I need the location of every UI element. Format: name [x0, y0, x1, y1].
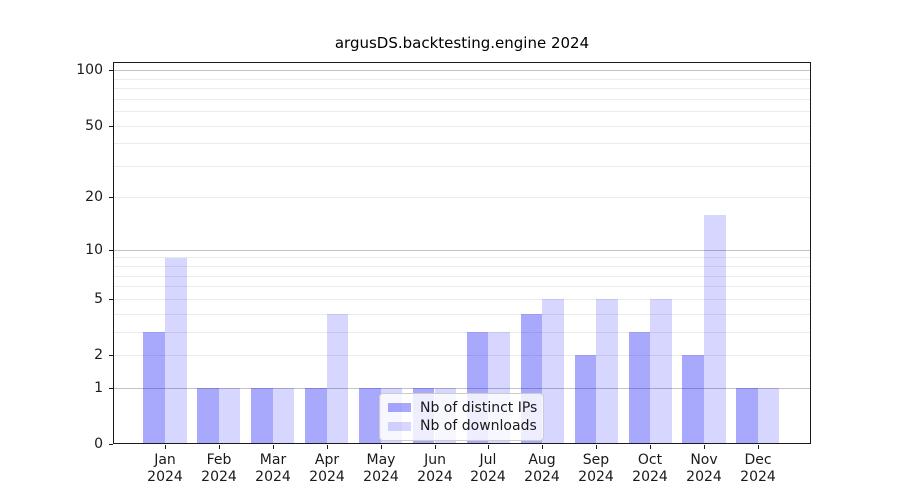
- y-tick-label-5: 5: [94, 291, 103, 307]
- gridline-minor-90: [114, 79, 810, 80]
- bar-distinct-ips-may: [359, 387, 381, 444]
- gridline-minor-20: [114, 197, 810, 198]
- x-tick-feb: [219, 445, 220, 449]
- x-tick-jun: [435, 445, 436, 449]
- gridline-minor-5: [114, 299, 810, 300]
- legend-swatch-distinct-ips: [388, 403, 411, 413]
- gridline-minor-30: [114, 166, 810, 167]
- legend-item-downloads: Nb of downloads: [388, 418, 537, 435]
- x-tick-label-may: May 2024: [363, 452, 399, 485]
- x-tick-label-dec: Dec 2024: [740, 452, 776, 485]
- x-tick-nov: [704, 445, 705, 449]
- y-tick-1: [109, 388, 113, 389]
- bar-downloads-nov: [704, 214, 726, 444]
- y-tick-label-2: 2: [94, 347, 103, 363]
- bar-downloads-jan: [165, 257, 187, 444]
- x-tick-apr: [327, 445, 328, 449]
- bar-downloads-mar: [272, 387, 295, 444]
- gridline-major-1: [114, 388, 810, 389]
- bar-downloads-sep: [596, 298, 618, 444]
- bar-distinct-ips-sep: [574, 355, 597, 444]
- y-tick-2: [109, 355, 113, 356]
- gridline-minor-50: [114, 126, 810, 127]
- y-tick-0: [109, 444, 113, 445]
- legend-item-distinct-ips: Nb of distinct IPs: [388, 399, 538, 416]
- gridline-minor-3: [114, 332, 810, 333]
- bar-distinct-ips-mar: [251, 387, 273, 444]
- x-tick-label-aug: Aug 2024: [524, 452, 560, 485]
- bar-downloads-aug: [542, 298, 564, 444]
- bar-downloads-feb: [218, 387, 241, 444]
- x-tick-oct: [650, 445, 651, 449]
- x-tick-jul: [488, 445, 489, 449]
- bar-distinct-ips-feb: [197, 387, 219, 444]
- gridline-minor-80: [114, 88, 810, 89]
- bar-downloads-dec: [757, 387, 780, 444]
- bar-distinct-ips-dec: [736, 387, 758, 444]
- gridline-minor-4: [114, 314, 810, 315]
- x-tick-jan: [165, 445, 166, 449]
- x-tick-aug: [542, 445, 543, 449]
- x-tick-label-feb: Feb 2024: [201, 452, 237, 485]
- y-tick-label-20: 20: [85, 189, 103, 205]
- x-tick-dec: [758, 445, 759, 449]
- bar-distinct-ips-nov: [682, 355, 704, 444]
- y-tick-label-100: 100: [76, 62, 103, 78]
- gridline-minor-7: [114, 276, 810, 277]
- x-tick-label-nov: Nov 2024: [686, 452, 722, 485]
- gridline-minor-8: [114, 266, 810, 267]
- legend-label-distinct-ips: Nb of distinct IPs: [420, 399, 538, 416]
- x-tick-label-apr: Apr 2024: [309, 452, 345, 485]
- bar-distinct-ips-oct: [628, 331, 651, 444]
- x-tick-label-jul: Jul 2024: [470, 452, 506, 485]
- gridline-minor-6: [114, 286, 810, 287]
- y-tick-label-0: 0: [94, 436, 103, 452]
- x-tick-label-oct: Oct 2024: [632, 452, 668, 485]
- y-tick-5: [109, 299, 113, 300]
- x-tick-may: [381, 445, 382, 449]
- x-tick-label-jan: Jan 2024: [147, 452, 183, 485]
- bar-distinct-ips-apr: [305, 387, 327, 444]
- x-tick-sep: [596, 445, 597, 449]
- plot-border: [113, 62, 811, 444]
- legend-swatch-downloads: [388, 421, 411, 431]
- gridline-minor-2: [114, 355, 810, 356]
- legend: Nb of distinct IPs Nb of downloads: [379, 393, 544, 441]
- x-tick-label-sep: Sep 2024: [578, 452, 614, 485]
- y-tick-20: [109, 197, 113, 198]
- gridline-minor-70: [114, 99, 810, 100]
- bar-distinct-ips-jan: [143, 331, 165, 444]
- x-tick-label-jun: Jun 2024: [417, 452, 453, 485]
- gridline-major-10: [114, 250, 810, 251]
- gridline-minor-60: [114, 111, 810, 112]
- y-tick-label-50: 50: [85, 118, 103, 134]
- bar-downloads-oct: [650, 298, 672, 444]
- y-tick-label-10: 10: [85, 242, 103, 258]
- x-tick-mar: [273, 445, 274, 449]
- y-tick-label-1: 1: [94, 380, 103, 396]
- gridline-minor-40: [114, 143, 810, 144]
- gridline-minor-9: [114, 257, 810, 258]
- bar-downloads-apr: [326, 313, 349, 444]
- y-tick-10: [109, 250, 113, 251]
- legend-label-downloads: Nb of downloads: [420, 418, 537, 435]
- y-tick-50: [109, 126, 113, 127]
- chart-title: argusDS.backtesting.engine 2024: [334, 34, 590, 52]
- x-tick-label-mar: Mar 2024: [255, 452, 291, 485]
- y-tick-100: [109, 70, 113, 71]
- gridline-major-100: [114, 70, 810, 71]
